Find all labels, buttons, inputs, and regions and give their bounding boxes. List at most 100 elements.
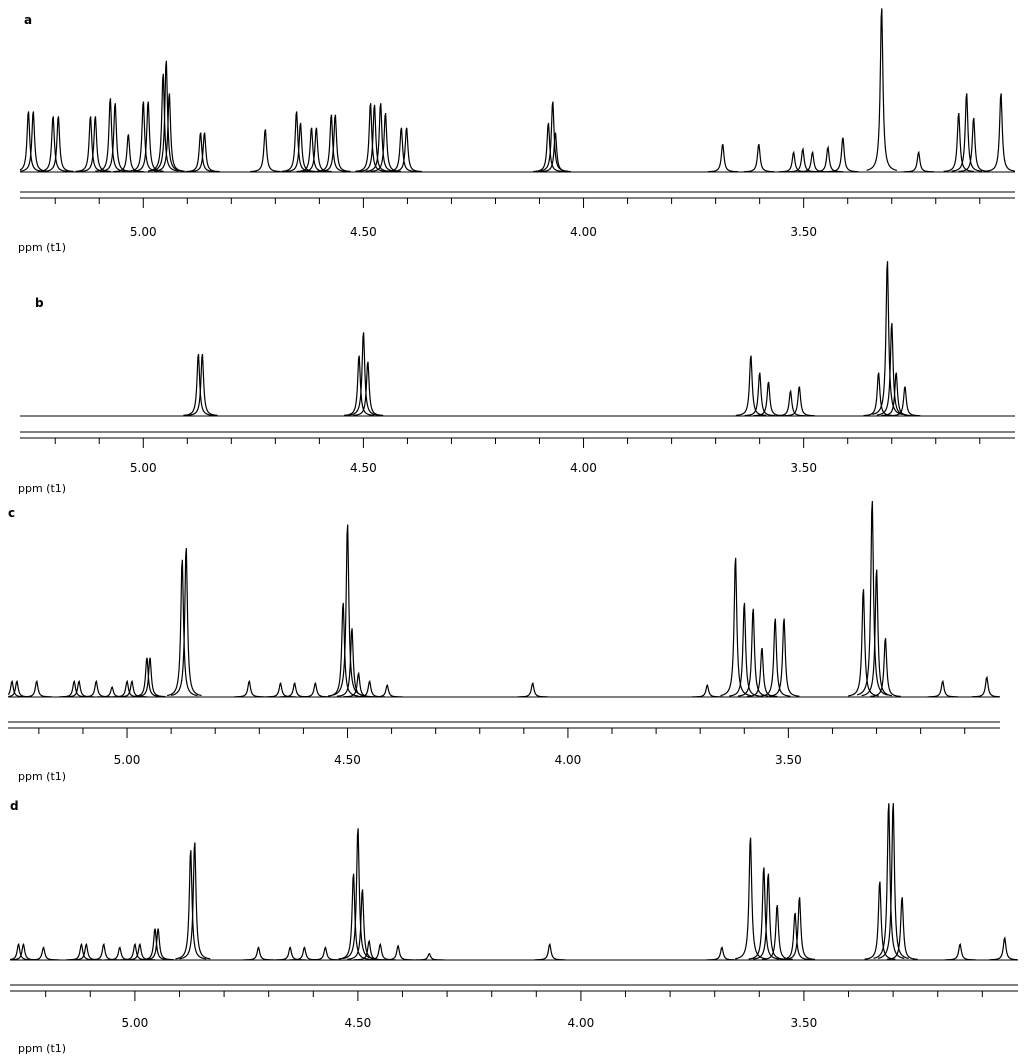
peak	[151, 60, 182, 172]
peak	[332, 524, 364, 696]
peak	[113, 134, 144, 173]
peak	[943, 112, 975, 172]
peak	[848, 589, 879, 697]
peak	[38, 116, 69, 173]
peak	[274, 946, 306, 961]
peak	[951, 93, 983, 172]
panel-label: c	[8, 506, 15, 520]
peak	[886, 897, 918, 960]
peak	[328, 602, 359, 697]
peak	[21, 679, 53, 698]
peak	[301, 127, 332, 173]
peak	[517, 681, 549, 698]
peak	[864, 881, 896, 960]
peak	[903, 150, 935, 173]
peak	[752, 873, 784, 960]
x-tick-label: 5.00	[114, 753, 141, 767]
peak	[872, 261, 903, 416]
x-axis-label: ppm (t1)	[18, 770, 66, 783]
peak	[386, 127, 417, 173]
x-tick-label: 4.00	[570, 461, 597, 475]
x-tick-label: 4.00	[555, 753, 582, 767]
peak	[889, 386, 921, 417]
peak	[706, 946, 738, 961]
peak	[748, 867, 780, 960]
peak	[170, 547, 202, 697]
peak	[43, 116, 74, 173]
peak	[735, 837, 767, 960]
peak	[707, 143, 739, 173]
peak	[175, 850, 207, 960]
peak	[352, 361, 384, 417]
peak	[861, 569, 893, 697]
peak	[243, 946, 275, 961]
peak	[95, 98, 126, 172]
peak	[285, 122, 316, 173]
peak	[347, 889, 379, 960]
peak	[343, 671, 374, 698]
peak	[944, 942, 976, 961]
peak	[75, 116, 106, 173]
x-tick-label: 4.50	[350, 461, 377, 475]
peak	[534, 942, 566, 961]
panel-label: d	[10, 799, 19, 813]
peak	[873, 803, 905, 960]
peak	[342, 828, 374, 960]
x-axis-label: ppm (t1)	[18, 241, 66, 254]
x-axis-label: ppm (t1)	[18, 482, 66, 495]
peak	[124, 942, 156, 961]
peak	[148, 73, 179, 172]
peak	[81, 679, 112, 698]
peak	[958, 117, 990, 173]
peak	[154, 93, 185, 172]
peak	[870, 638, 901, 698]
peak	[414, 952, 445, 961]
x-tick-label: 3.50	[775, 753, 802, 767]
peak	[797, 150, 828, 173]
peak	[760, 618, 791, 697]
peak	[985, 93, 1016, 172]
panel-label: a	[24, 13, 32, 27]
peak	[131, 657, 163, 698]
x-tick-label: 4.50	[350, 225, 377, 239]
peak	[927, 679, 959, 698]
peak	[66, 942, 97, 961]
x-tick-label: 5.00	[130, 461, 157, 475]
peak	[355, 103, 386, 172]
x-tick-label: 3.50	[790, 225, 817, 239]
x-tick-label: 5.00	[130, 225, 157, 239]
peak	[720, 557, 752, 697]
peak	[265, 681, 296, 698]
peak	[250, 129, 281, 173]
peak	[119, 942, 151, 961]
peak	[540, 132, 571, 173]
peak	[784, 386, 815, 417]
peak	[877, 803, 909, 960]
peak	[866, 8, 898, 171]
x-axis-label: ppm (t1)	[18, 1042, 66, 1055]
panel-label: b	[35, 296, 44, 310]
peak	[743, 143, 775, 173]
peak	[100, 103, 131, 172]
peak	[187, 353, 218, 416]
peak	[989, 936, 1018, 961]
peak	[784, 897, 816, 960]
peak	[88, 942, 120, 961]
peak	[310, 946, 341, 961]
x-tick-label: 3.50	[791, 1016, 818, 1030]
x-tick-label: 5.00	[122, 1016, 149, 1030]
peak	[735, 355, 767, 416]
peak	[112, 679, 143, 698]
peak	[744, 372, 776, 417]
peak	[971, 675, 1000, 698]
peak	[63, 679, 95, 698]
peak	[59, 679, 90, 698]
peak	[316, 114, 347, 173]
x-tick-label: 4.50	[334, 753, 361, 767]
peak	[827, 137, 859, 173]
peak	[692, 684, 723, 698]
peak	[372, 684, 403, 698]
x-tick-label: 4.00	[568, 1016, 595, 1030]
peak	[167, 559, 198, 697]
